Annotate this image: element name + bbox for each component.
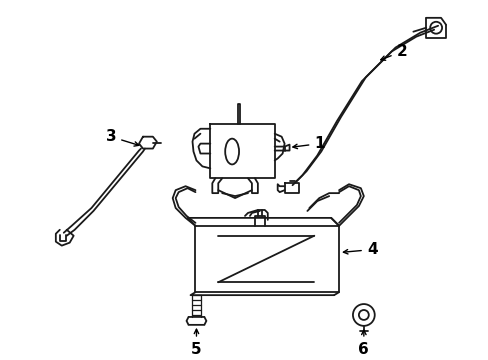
Text: 5: 5: [191, 329, 202, 357]
Text: 1: 1: [292, 136, 324, 151]
Text: 2: 2: [380, 44, 407, 60]
Text: 3: 3: [105, 129, 139, 146]
Text: 4: 4: [343, 242, 377, 257]
Text: 6: 6: [358, 330, 368, 357]
